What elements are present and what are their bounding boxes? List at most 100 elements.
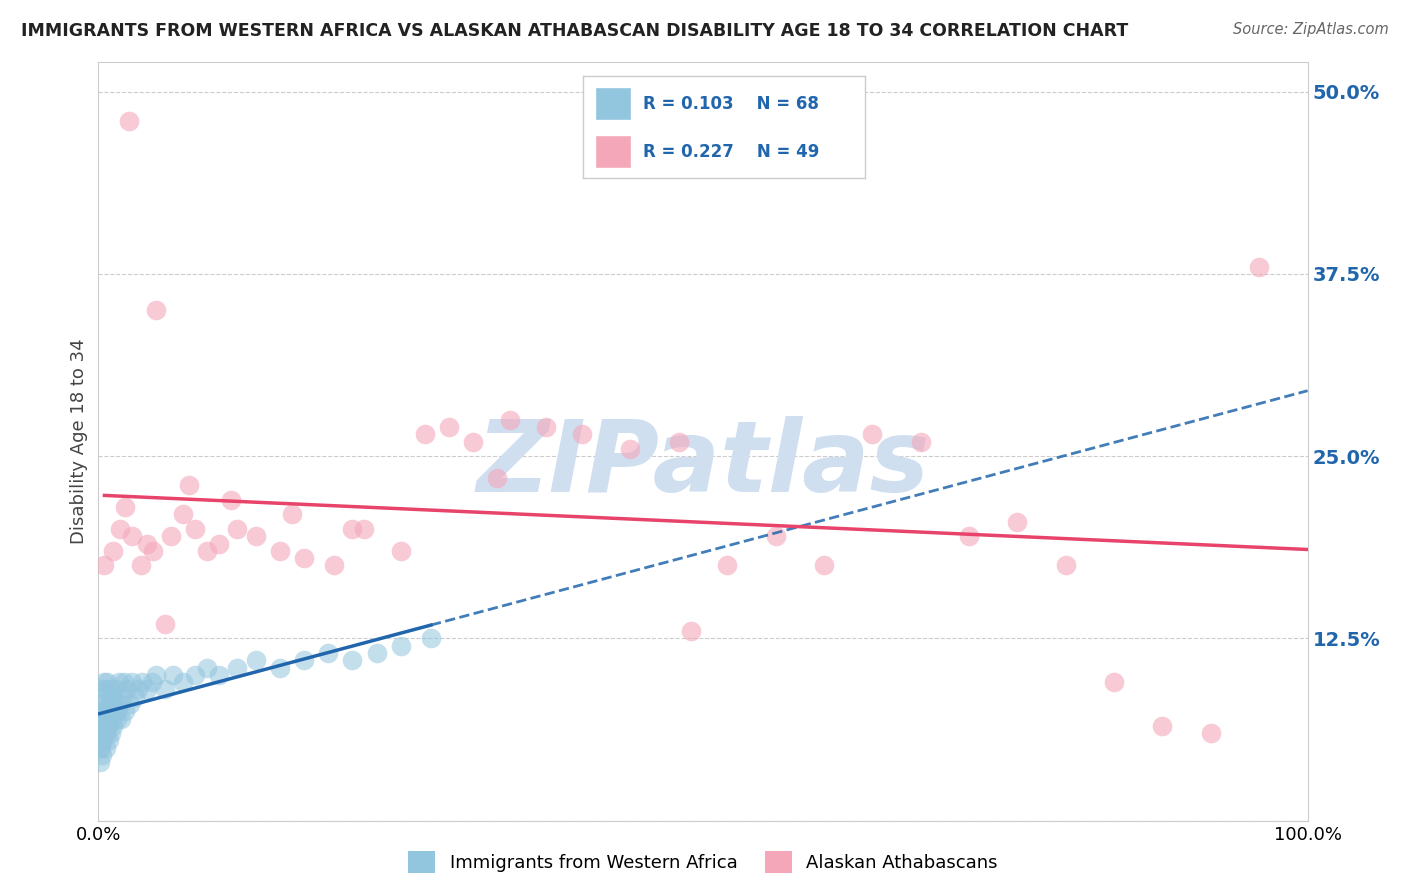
Text: Source: ZipAtlas.com: Source: ZipAtlas.com [1233,22,1389,37]
Point [105,712,128,726]
Point [105,682,128,697]
Point [221,492,243,507]
Text: IMMIGRANTS FROM WESTERN AFRICA VS ALASKAN ATHABASCAN DISABILITY AGE 18 TO 34 COR: IMMIGRANTS FROM WESTERN AFRICA VS ALASKA… [21,22,1129,40]
Point [292,653,315,667]
Point [486,471,509,485]
Point [153,616,176,631]
Point [100,690,122,704]
Point [91,704,114,718]
Bar [595,87,631,120]
Point [860,427,883,442]
Point [135,536,157,550]
Point [195,544,218,558]
Point [91,719,114,733]
Point [184,522,207,536]
Point [108,522,131,536]
Point [96,675,118,690]
Point [162,668,184,682]
Point [96,704,118,718]
Point [245,529,267,543]
Point [91,747,114,762]
Point [910,434,932,449]
Text: R = 0.103    N = 68: R = 0.103 N = 68 [643,95,818,112]
Point [104,697,127,711]
Point [103,704,125,718]
Point [226,660,249,674]
Point [100,682,122,697]
Point [114,704,136,718]
Point [98,733,121,747]
Text: R = 0.227    N = 49: R = 0.227 N = 49 [643,143,818,161]
Point [195,660,218,674]
Point [90,697,112,711]
Point [281,508,304,522]
Point [145,668,167,682]
Point [94,712,117,726]
Point [89,756,111,770]
Point [98,704,121,718]
Point [1199,726,1222,740]
Point [90,726,112,740]
Point [716,558,738,573]
Point [172,675,194,690]
Point [353,522,375,536]
Point [437,420,460,434]
Point [619,442,641,456]
Point [110,712,132,726]
Point [316,646,339,660]
Point [342,522,364,536]
Bar [595,136,631,168]
Point [97,697,120,711]
Point [389,544,412,558]
Point [813,558,835,573]
Point [420,632,443,646]
Point [100,712,122,726]
Point [91,682,114,697]
Point [90,740,112,755]
Point [97,719,120,733]
Point [463,434,485,449]
Point [413,427,436,442]
Point [117,682,139,697]
Point [93,726,115,740]
Point [160,529,183,543]
Point [142,544,165,558]
Point [89,740,111,755]
Point [172,508,194,522]
Point [135,682,157,697]
Point [124,690,146,704]
Point [957,529,980,543]
Point [323,558,346,573]
Point [93,675,115,690]
Point [94,740,117,755]
Point [184,668,207,682]
Point [101,719,124,733]
Point [114,500,136,515]
Point [107,704,129,718]
Point [226,522,249,536]
Point [108,697,131,711]
Point [498,412,520,426]
Point [94,682,117,697]
Point [129,558,152,573]
Point [93,558,115,573]
Point [389,639,412,653]
Point [245,653,267,667]
Point [153,682,176,697]
Point [1054,558,1077,573]
Point [679,624,702,639]
Text: ZIPatlas: ZIPatlas [477,416,929,513]
Point [89,726,111,740]
Point [208,668,231,682]
Point [118,697,141,711]
Point [118,113,141,128]
Point [342,653,364,667]
Point [101,544,124,558]
Point [91,712,114,726]
Point [121,675,143,690]
Point [269,544,291,558]
Point [269,660,291,674]
Point [292,551,315,566]
Point [1102,675,1125,690]
Point [108,675,131,690]
